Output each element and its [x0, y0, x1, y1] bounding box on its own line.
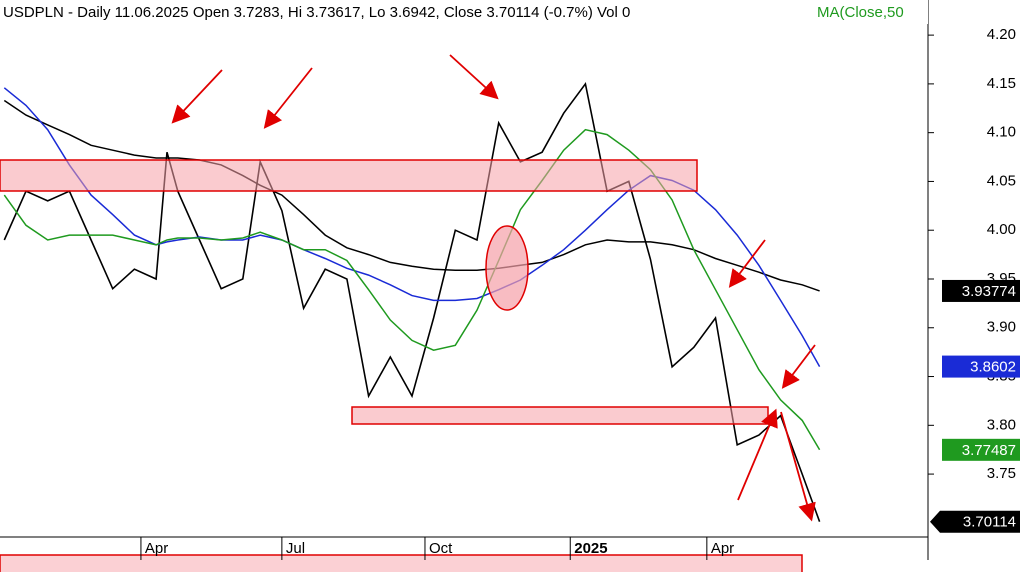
plot-area — [3, 81, 821, 522]
last-value-label: 3.8602 — [970, 359, 1016, 376]
y-tick-label: 4.05 — [987, 172, 1016, 189]
y-tick-label: 4.20 — [987, 26, 1016, 43]
x-tick-label: Oct — [429, 540, 453, 557]
y-tick-label: 4.15 — [987, 75, 1016, 92]
y-tick-label: 4.00 — [987, 221, 1016, 238]
price-line — [3, 81, 821, 522]
last-price-box — [930, 510, 1020, 533]
arrow — [263, 67, 313, 129]
x-tick-label: 2025 — [574, 540, 607, 557]
labels: USDPLN - Daily 11.06.2025 Open 3.7283, H… — [0, 0, 1020, 560]
arrow — [171, 69, 223, 124]
ma-label: MA(Close,50 — [817, 4, 904, 21]
cross-highlight — [485, 225, 529, 311]
arrow — [728, 239, 766, 288]
title-bg — [0, 0, 928, 24]
x-tick-label: Apr — [711, 540, 734, 557]
y-tick-label: 3.80 — [987, 416, 1016, 433]
arrow — [781, 344, 816, 389]
y-tick-label: 3.75 — [987, 465, 1016, 482]
ma-line — [3, 128, 821, 451]
last-value-box — [942, 438, 1020, 461]
arrows — [171, 54, 816, 522]
chart-title: USDPLN - Daily 11.06.2025 Open 3.7283, H… — [3, 4, 630, 21]
ma-line — [3, 87, 821, 367]
ma-line — [3, 99, 820, 292]
arrow — [780, 411, 816, 522]
last-value-label: 3.93774 — [962, 283, 1016, 300]
y-tick-label: 3.90 — [987, 319, 1016, 336]
last-value-label: 3.70114 — [963, 514, 1016, 531]
y-tick-label: 4.10 — [987, 124, 1016, 141]
arrow — [449, 54, 499, 100]
resistance-zone — [0, 159, 698, 192]
last-value-box — [942, 279, 1020, 302]
x-tick-label: Jul — [286, 540, 305, 557]
annotations — [0, 54, 816, 572]
x-tick-label: Apr — [145, 540, 168, 557]
arrow — [737, 408, 778, 501]
zone-strip — [0, 554, 803, 572]
last-value-label: 3.77487 — [962, 442, 1016, 459]
last-value-box — [942, 355, 1020, 378]
support-zone — [351, 406, 769, 425]
